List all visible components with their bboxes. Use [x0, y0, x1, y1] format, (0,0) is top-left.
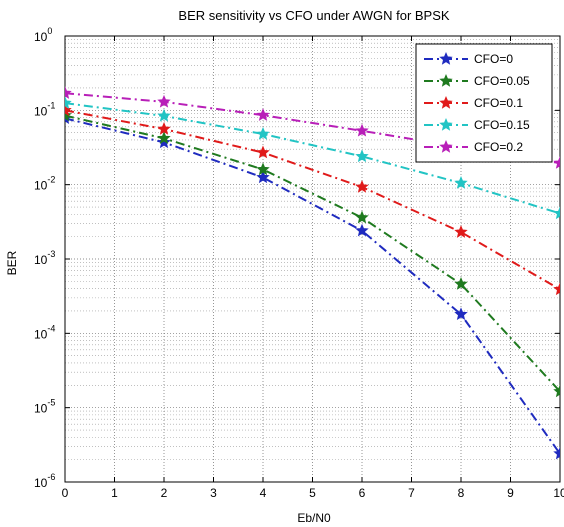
- x-axis-label: Eb/N0: [297, 511, 331, 525]
- y-tick-label: 10-1: [34, 100, 55, 118]
- data-point: [157, 94, 171, 108]
- y-tick-label: 10-5: [34, 398, 55, 416]
- legend-label: CFO=0.15: [474, 118, 530, 132]
- y-tick-label: 10-2: [34, 175, 55, 193]
- x-tick-label: 5: [309, 486, 316, 500]
- data-point: [355, 179, 369, 193]
- x-tick-label: 9: [507, 486, 514, 500]
- legend: CFO=0 CFO=0.05 CFO=0.1 CFO=0.15 CFO=0.2: [415, 43, 553, 163]
- y-tick-label: 10-4: [34, 323, 55, 341]
- data-point: [256, 170, 270, 184]
- data-point: [256, 145, 270, 159]
- series-line: [65, 114, 560, 393]
- series-group: [65, 86, 560, 460]
- data-point: [553, 156, 560, 169]
- series-line: [65, 102, 560, 215]
- legend-label: CFO=0.2: [474, 140, 523, 154]
- data-point: [454, 307, 468, 321]
- x-tick-label: 4: [260, 486, 267, 500]
- series-line: [65, 117, 560, 455]
- data-point: [65, 86, 72, 99]
- y-tick-label: 10-3: [34, 249, 55, 267]
- data-point: [355, 210, 369, 224]
- data-point: [65, 103, 72, 117]
- x-tick-label: 0: [62, 486, 69, 500]
- data-point: [355, 123, 369, 137]
- data-point: [355, 149, 369, 163]
- data-point: [553, 206, 560, 220]
- data-point: [553, 446, 560, 460]
- data-point: [157, 108, 171, 122]
- x-tick-label: 3: [210, 486, 217, 500]
- data-point: [157, 135, 171, 149]
- data-point: [553, 282, 560, 296]
- data-point: [65, 96, 72, 109]
- x-tick-label: 8: [458, 486, 465, 500]
- data-point: [256, 126, 270, 140]
- data-point: [454, 277, 468, 290]
- series-line: [65, 109, 560, 291]
- x-tick-label: 10: [553, 486, 564, 500]
- legend-marker: [439, 95, 453, 109]
- data-point: [157, 122, 171, 135]
- x-tick-label: 6: [359, 486, 366, 500]
- x-tick-label: 1: [111, 486, 118, 500]
- data-point: [553, 384, 560, 398]
- legend-marker: [439, 73, 453, 87]
- y-axis-label: BER: [5, 250, 19, 275]
- legend-label: CFO=0.1: [474, 96, 523, 110]
- legend-marker: [439, 51, 453, 65]
- data-point: [157, 131, 171, 145]
- legend-marker: [439, 117, 453, 131]
- y-tick-label: 10-6: [34, 472, 55, 490]
- plot-area: 0 1 2 3 4 5 6 7 8 9 10 100 10-1 10-2 10-3 10-4 10-5 10-6 C…: [34, 26, 564, 500]
- series-line: [65, 92, 560, 165]
- data-point: [256, 162, 270, 176]
- data-point: [454, 176, 468, 189]
- x-tick-label: 2: [161, 486, 168, 500]
- data-point: [256, 108, 270, 121]
- chart-title: BER sensitivity vs CFO under AWGN for BP…: [178, 8, 449, 23]
- data-point: [355, 223, 369, 237]
- legend-marker: [439, 139, 453, 153]
- legend-label: CFO=0.05: [474, 74, 530, 88]
- x-tick-label: 7: [408, 486, 415, 500]
- data-point: [454, 225, 468, 238]
- legend-label: CFO=0: [474, 52, 513, 66]
- y-tick-label: 100: [34, 26, 52, 44]
